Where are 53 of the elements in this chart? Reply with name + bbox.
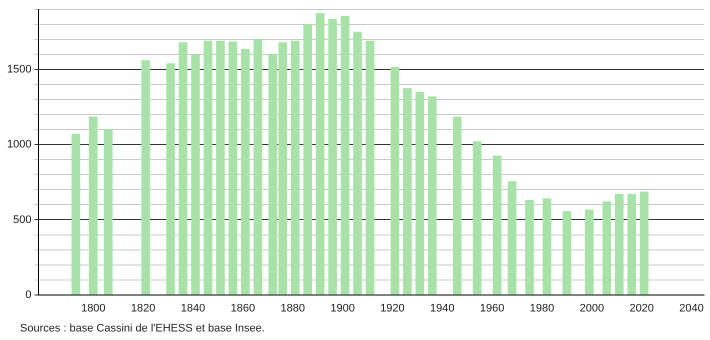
x-tick-label: 1800 (81, 302, 106, 314)
x-tick-label: 2040 (679, 302, 704, 314)
bar (328, 19, 337, 295)
bar (104, 129, 113, 295)
y-tick-label: 1000 (6, 138, 32, 151)
y-tick-label: 500 (13, 214, 32, 226)
x-tick-label: 1840 (180, 302, 206, 314)
x-tick-label: 1980 (530, 302, 554, 314)
x-tick-label: 1960 (480, 302, 504, 314)
bar (290, 40, 300, 295)
bar (627, 194, 636, 295)
bar (166, 63, 175, 295)
y-tick-label: 1500 (6, 64, 32, 76)
bar (416, 92, 424, 295)
source-note: Sources : base Cassini de l'EHESS et base Insee. (20, 322, 265, 335)
bar (253, 39, 262, 295)
bar (472, 141, 482, 295)
x-tick-label: 1820 (130, 302, 156, 314)
bar (492, 156, 502, 295)
bar (585, 210, 594, 295)
bar (241, 49, 250, 295)
bar (614, 194, 624, 295)
bar (403, 88, 412, 295)
x-tick-label: 1880 (280, 302, 305, 314)
bar (72, 134, 80, 295)
bar (525, 200, 534, 295)
bar (640, 192, 649, 295)
x-tick-label: 1940 (430, 302, 455, 314)
bar (191, 55, 200, 295)
bar (141, 60, 150, 295)
bar (428, 96, 437, 295)
x-tick-label: 1920 (380, 302, 405, 314)
x-tick-label: 2000 (580, 302, 604, 314)
bar (178, 42, 188, 295)
x-tick-label: 2020 (629, 302, 654, 314)
bar (340, 16, 350, 295)
bar (542, 198, 552, 295)
bar (88, 116, 98, 295)
bar (366, 40, 374, 295)
bar (204, 40, 212, 295)
x-tick-label: 1860 (230, 302, 256, 314)
bar (390, 67, 400, 295)
bar (508, 181, 516, 295)
bar (316, 13, 324, 295)
x-tick-label: 1900 (330, 302, 355, 314)
y-tick-label: 0 (25, 288, 32, 301)
bar (303, 24, 312, 295)
bar (562, 211, 572, 295)
bar (216, 40, 225, 295)
bar (228, 42, 238, 295)
bar (452, 116, 462, 295)
bar (353, 32, 362, 295)
bar (602, 201, 612, 295)
